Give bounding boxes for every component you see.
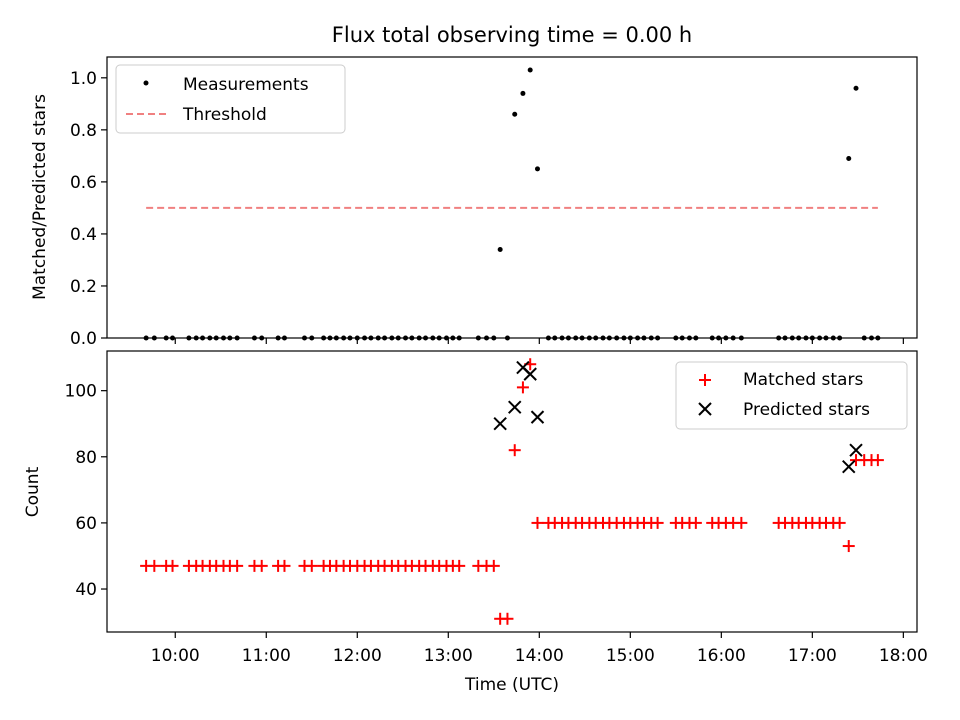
data-point-measurements (527, 67, 533, 73)
data-point-matched-stars (651, 516, 664, 529)
bottom-legend: Matched stars Predicted stars (675, 361, 908, 430)
data-point-predicted-stars (849, 443, 863, 457)
top-legend-box (115, 64, 346, 134)
data-point-predicted-stars (530, 410, 545, 424)
bottom-panel-counts: 40 60 80 100 10:00 11:00 12:00 13:00 14:00 15:00… (23, 350, 928, 695)
x-tick-label: 14:00 (515, 646, 564, 666)
data-point-matched-stars (453, 559, 466, 572)
legend-label-predicted-stars: Predicted stars (743, 400, 870, 420)
legend-marker-predicted-stars (698, 402, 712, 416)
data-point-matched-stars (231, 559, 244, 572)
top-y-tick-label: 0.2 (70, 277, 97, 297)
data-point-measurements (512, 111, 518, 117)
chart-title: Flux total observing time = 0.00 h (332, 23, 692, 47)
top-y-tick-label: 0.8 (70, 121, 97, 141)
bottom-y-tick-label: 100 (65, 382, 97, 402)
data-point-matched-stars (255, 559, 268, 572)
legend-label-measurements: Measurements (183, 75, 309, 95)
data-point-matched-stars (148, 559, 161, 572)
data-point-predicted-stars (508, 400, 522, 414)
legend-marker-measurements (143, 80, 149, 86)
legend-label-threshold: Threshold (182, 105, 267, 125)
data-point-matched-stars (842, 540, 855, 553)
top-y-axis: 0.0 0.2 0.4 0.6 0.8 1.0 (70, 69, 107, 349)
top-y-axis-label: Matched/Predicted stars (30, 94, 50, 300)
bottom-x-axis: 10:00 11:00 12:00 13:00 14:00 15:00 16:00 17:00… (151, 632, 928, 666)
data-point-measurements (534, 166, 540, 172)
data-point-matched-stars (487, 559, 500, 572)
data-point-matched-stars (531, 516, 544, 529)
x-tick-label: 12:00 (333, 646, 382, 666)
x-tick-label: 10:00 (151, 646, 200, 666)
data-point-matched-stars (516, 381, 529, 394)
bottom-y-tick-label: 60 (75, 514, 97, 534)
top-y-tick-label: 1.0 (70, 69, 97, 89)
x-tick-label: 11:00 (242, 646, 291, 666)
data-point-measurements (520, 90, 526, 96)
top-x-axis (174, 338, 904, 344)
data-point-matched-stars (689, 516, 702, 529)
data-point-predicted-stars (842, 459, 856, 474)
data-point-matched-stars (501, 612, 514, 625)
top-y-tick-label: 0.0 (70, 329, 97, 349)
top-panel-measurements: 0.0 0.2 0.4 0.6 0.8 1.0 Matched/Predicted sta… (30, 56, 918, 349)
data-point-matched-stars (735, 516, 748, 529)
legend-label-matched-stars: Matched stars (743, 370, 863, 390)
top-panel-frame (106, 56, 918, 339)
data-point-measurements (497, 247, 503, 253)
x-tick-label: 13:00 (424, 646, 473, 666)
top-y-tick-label: 0.4 (70, 225, 97, 245)
data-point-predicted-stars (523, 367, 537, 381)
bottom-panel-frame (106, 350, 918, 633)
data-point-matched-stars (305, 559, 318, 572)
x-tick-label: 16:00 (697, 646, 746, 666)
data-point-matched-stars (871, 454, 884, 467)
bottom-y-tick-label: 40 (75, 580, 97, 600)
data-point-matched-stars (278, 559, 291, 572)
legend-marker-matched-stars (699, 374, 711, 386)
x-axis-label: Time (UTC) (464, 675, 559, 695)
x-tick-label: 17:00 (788, 646, 837, 666)
x-tick-label: 15:00 (606, 646, 655, 666)
bottom-legend-box (675, 361, 908, 430)
bottom-y-axis: 40 60 80 100 (65, 382, 107, 600)
bottom-y-tick-label: 80 (75, 448, 97, 468)
data-point-matched-stars (508, 444, 521, 457)
data-point-predicted-stars (493, 417, 507, 431)
data-point-measurements (846, 155, 852, 161)
bottom-y-axis-label: Count (23, 466, 43, 517)
x-tick-label: 18:00 (879, 646, 928, 666)
top-y-tick-label: 0.6 (70, 173, 97, 193)
top-legend: Measurements Threshold (115, 64, 346, 134)
data-point-measurements (853, 85, 859, 91)
data-point-matched-stars (833, 516, 846, 529)
data-point-matched-stars (166, 559, 179, 572)
